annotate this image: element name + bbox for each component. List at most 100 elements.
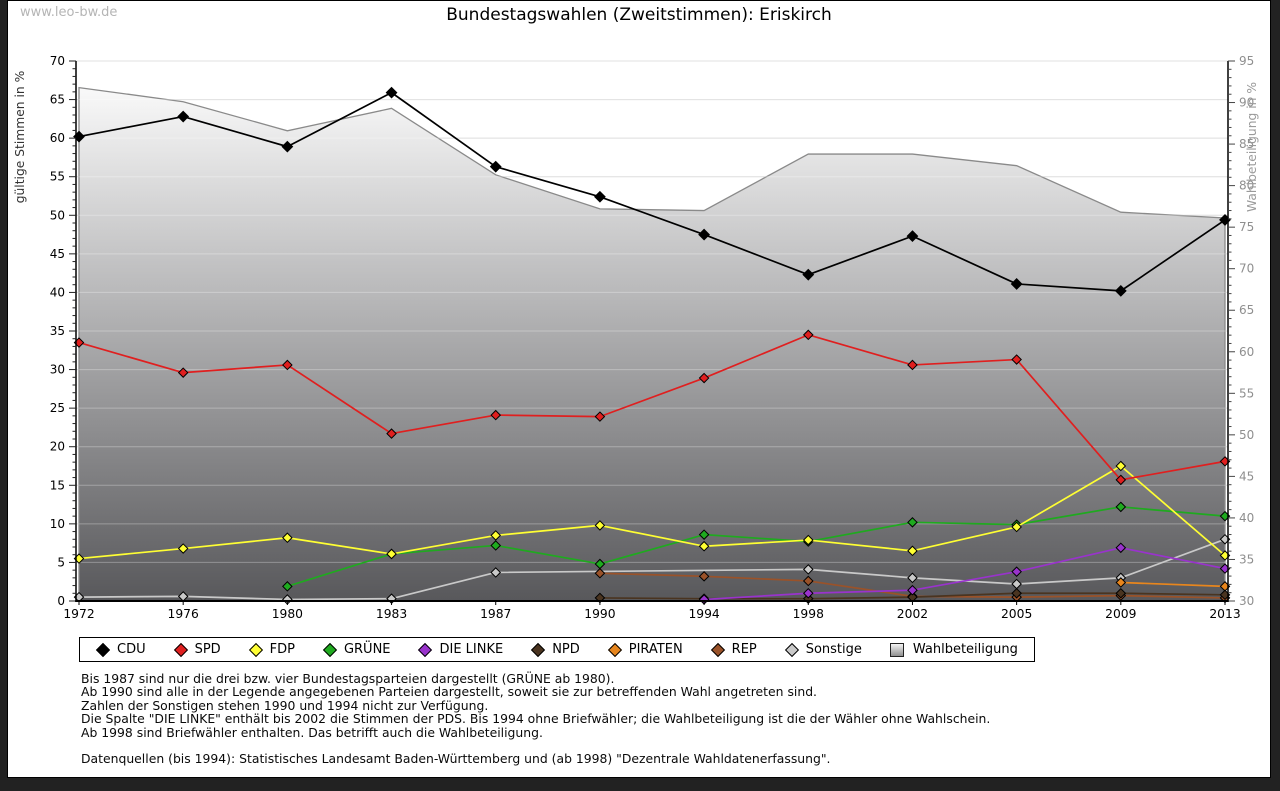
series-line — [78, 538, 1226, 601]
legend-item-sonstige: Sonstige — [784, 642, 862, 657]
legend-item-npd: NPD — [531, 642, 580, 657]
series-line — [78, 465, 1226, 560]
data-point — [906, 230, 919, 243]
legend: CDU SPD FDP GRÜNE DIE LINKE NPD PIRATEN REP Sons… — [79, 637, 1035, 662]
area-wahlbeteiligung — [78, 86, 1226, 602]
y-left-tick-label: 25 — [50, 401, 65, 415]
series-line — [78, 334, 1226, 481]
data-point — [1011, 587, 1022, 599]
legend-label: NPD — [552, 642, 580, 657]
y-right-tick-label: 85 — [1239, 137, 1254, 151]
chart-panel: 0 5 10 15 20 25 30 35 40 45 50 55 60 65 70 30 35 40 45 50 55… — [7, 0, 1271, 778]
data-point — [1115, 460, 1127, 472]
data-point — [907, 584, 918, 596]
data-point — [282, 581, 293, 592]
legend-diamond-marker — [322, 642, 338, 657]
legend-label: PIRATEN — [628, 642, 683, 657]
data-point — [907, 359, 918, 371]
y-left-tick-label: 30 — [50, 363, 65, 377]
x-tick-label: 2013 — [1209, 607, 1240, 621]
x-tick-label: 1983 — [376, 607, 407, 621]
legend-label: REP — [731, 642, 757, 657]
y-right-tick-label: 65 — [1239, 303, 1254, 317]
data-point — [802, 575, 814, 587]
legend-item-die-linke: DIE LINKE — [418, 642, 503, 657]
data-point — [594, 567, 606, 579]
footnote-line: Ab 1998 sind Briefwähler enthalten. Das … — [81, 724, 543, 740]
data-point — [386, 548, 397, 560]
footnote-line: Zahlen der Sonstigen stehen 1990 und 199… — [81, 697, 489, 713]
data-point — [698, 571, 710, 582]
y-right-tick-label: 50 — [1239, 428, 1254, 442]
data-point — [1115, 577, 1127, 588]
data-point — [1115, 587, 1127, 599]
y-right-axis-title: Wahlbeteiligung in % — [1245, 82, 1259, 212]
legend-square-marker — [889, 642, 904, 657]
x-tick-label: 2009 — [1105, 607, 1136, 621]
y-left-tick-label: 70 — [50, 54, 65, 68]
y-left-tick-label: 55 — [50, 170, 65, 184]
y-left-tick-label: 5 — [57, 555, 65, 569]
data-point — [1011, 566, 1022, 577]
data-point — [802, 329, 814, 341]
legend-label: CDU — [117, 642, 146, 657]
y-right-tick-label: 95 — [1239, 54, 1254, 68]
series-line — [704, 546, 1226, 601]
y-left-tick-label: 40 — [50, 285, 65, 299]
y-left-tick-label: 0 — [57, 594, 65, 608]
legend-item-gr-ne: GRÜNE — [322, 642, 391, 657]
y-right-tick-label: 90 — [1239, 96, 1254, 110]
data-point — [489, 160, 502, 173]
legend-diamond-marker — [607, 642, 622, 657]
data-point — [594, 558, 606, 570]
legend-item-wahlbeteiligung: Wahlbeteiligung — [889, 642, 1018, 657]
page-title: Bundestagswahlen (Zweitstimmen): Eriskir… — [446, 5, 832, 25]
y-right-tick-label: 80 — [1239, 179, 1254, 193]
data-point — [1011, 521, 1022, 533]
y-left-tick-label: 20 — [50, 440, 65, 454]
election-chart: 0 5 10 15 20 25 30 35 40 45 50 55 60 65 70 30 35 40 45 50 55… — [13, 54, 1259, 621]
legend-diamond-marker — [784, 642, 799, 657]
data-point — [1115, 542, 1127, 554]
y-left-tick-label: 60 — [50, 131, 65, 145]
legend-diamond-marker — [531, 642, 546, 657]
data-point — [1115, 501, 1127, 513]
data-point — [177, 110, 190, 123]
y-right-tick-label: 75 — [1239, 220, 1254, 234]
data-point — [386, 428, 397, 439]
x-tick-label: 1990 — [584, 607, 615, 621]
y-left-tick-label: 15 — [50, 478, 65, 492]
y-left-axis-title: gültige Stimmen in % — [13, 71, 27, 204]
data-point — [177, 367, 189, 378]
data-point — [282, 532, 293, 544]
y-right-tick-label: 70 — [1239, 262, 1254, 276]
series-line — [78, 91, 1226, 292]
data-point — [385, 86, 398, 99]
x-tick-label: 2005 — [1001, 607, 1032, 621]
x-tick-label: 1980 — [272, 607, 303, 621]
y-right-tick-label: 55 — [1239, 386, 1254, 400]
y-right-tick-label: 60 — [1239, 345, 1254, 359]
x-tick-label: 1994 — [688, 607, 719, 621]
y-right-tick-label: 45 — [1239, 469, 1254, 483]
data-point — [1115, 474, 1127, 486]
data-point — [594, 520, 606, 531]
y-right-tick-label: 35 — [1239, 552, 1254, 566]
legend-diamond-marker — [710, 642, 725, 657]
x-tick-label: 1987 — [480, 607, 511, 621]
series-fdp — [73, 460, 1231, 564]
legend-diamond-marker — [418, 642, 433, 657]
x-tick-label: 1972 — [63, 607, 94, 621]
y-left-tick-label: 50 — [50, 208, 65, 222]
y-left-tick-label: 65 — [50, 93, 65, 107]
series-line — [1120, 581, 1226, 588]
data-point — [698, 228, 710, 241]
data-point — [698, 540, 710, 552]
x-tick-label: 1998 — [793, 607, 824, 621]
footnotes: Bis 1987 sind nur die drei bzw. vier Bun… — [81, 672, 990, 766]
data-point — [1010, 278, 1023, 290]
data-point — [698, 372, 710, 384]
data-point — [802, 564, 814, 575]
data-point — [907, 545, 918, 557]
